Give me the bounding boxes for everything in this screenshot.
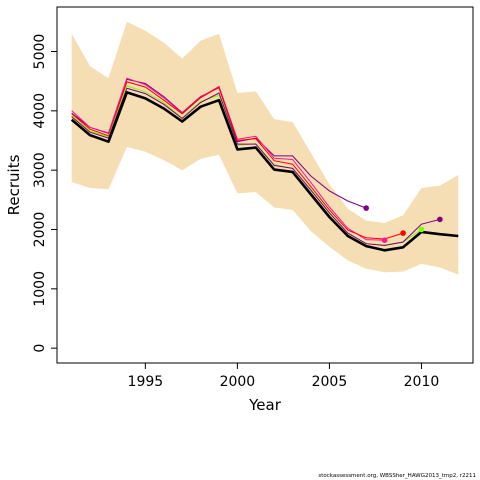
x-tick-label-2000: 2000 <box>220 374 256 390</box>
y-tick-label-3000: 3000 <box>32 152 48 188</box>
y-axis-title: Recruits <box>5 154 23 215</box>
x-axis-title: Year <box>248 396 282 414</box>
confidence-band-layer <box>71 21 459 275</box>
y-tick-label-1000: 1000 <box>32 271 48 307</box>
retro-endpoint-2009 <box>400 230 406 236</box>
footer-credit: stockassessment.org, WBSSher_HAWG2013_tm… <box>318 473 476 479</box>
retro-endpoint-2011 <box>437 216 443 223</box>
final-estimate-line <box>70 91 459 252</box>
y-tick-label-4000: 4000 <box>32 93 48 129</box>
final-estimate-layer <box>70 91 459 252</box>
confidence-band <box>71 21 459 275</box>
retro-endpoint-2007 <box>363 205 370 211</box>
y-axis: 0 1000 2000 3000 4000 5000 <box>32 34 57 353</box>
x-axis: 1995 2000 2005 2010 <box>128 363 440 390</box>
retrospective-lines-layer <box>71 77 441 247</box>
y-tick-label-5000: 5000 <box>32 34 48 70</box>
retro-endpoint-2008 <box>381 237 388 243</box>
retro-endpoint-layer <box>363 205 443 243</box>
plot-frame <box>56 6 474 364</box>
x-tick-label-1995: 1995 <box>128 374 164 390</box>
retro-endpoint-2010 <box>418 226 425 233</box>
y-tick-label-2000: 2000 <box>32 212 48 248</box>
x-tick-label-2005: 2005 <box>312 374 348 390</box>
x-tick-label-2010: 2010 <box>404 374 440 390</box>
retro-line-2009 <box>71 81 404 240</box>
retro-line-2011 <box>71 87 441 247</box>
y-tick-label-0: 0 <box>32 344 48 353</box>
